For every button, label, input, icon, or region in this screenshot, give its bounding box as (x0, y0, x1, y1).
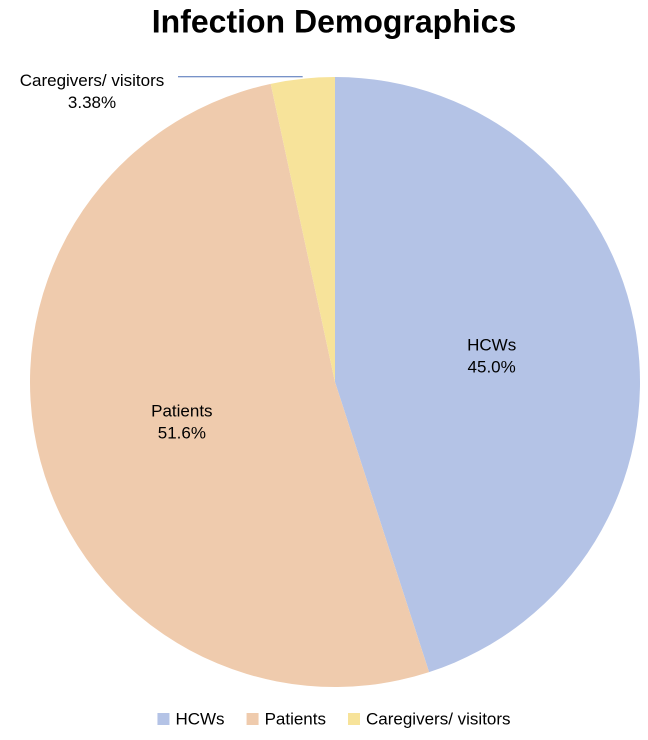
pie-slice (270, 77, 335, 382)
data-label-name: Patients (151, 402, 212, 421)
legend-swatch (246, 713, 259, 725)
data-label-value: 45.0% (468, 358, 516, 377)
chart-title: Infection Demographics (152, 3, 517, 39)
pie-slice (29, 83, 430, 688)
legend-swatch (157, 713, 170, 725)
data-label-name: Caregivers/ visitors (20, 71, 165, 90)
legend-label: Patients (265, 709, 326, 728)
data-label-name: HCWs (467, 336, 516, 355)
pie-slice (335, 77, 640, 673)
legend-swatch (348, 713, 360, 725)
legend-label: Caregivers/ visitors (366, 709, 511, 728)
data-label-value: 51.6% (158, 424, 206, 443)
legend-label: HCWs (175, 709, 224, 728)
data-label-value: 3.38% (68, 93, 116, 112)
